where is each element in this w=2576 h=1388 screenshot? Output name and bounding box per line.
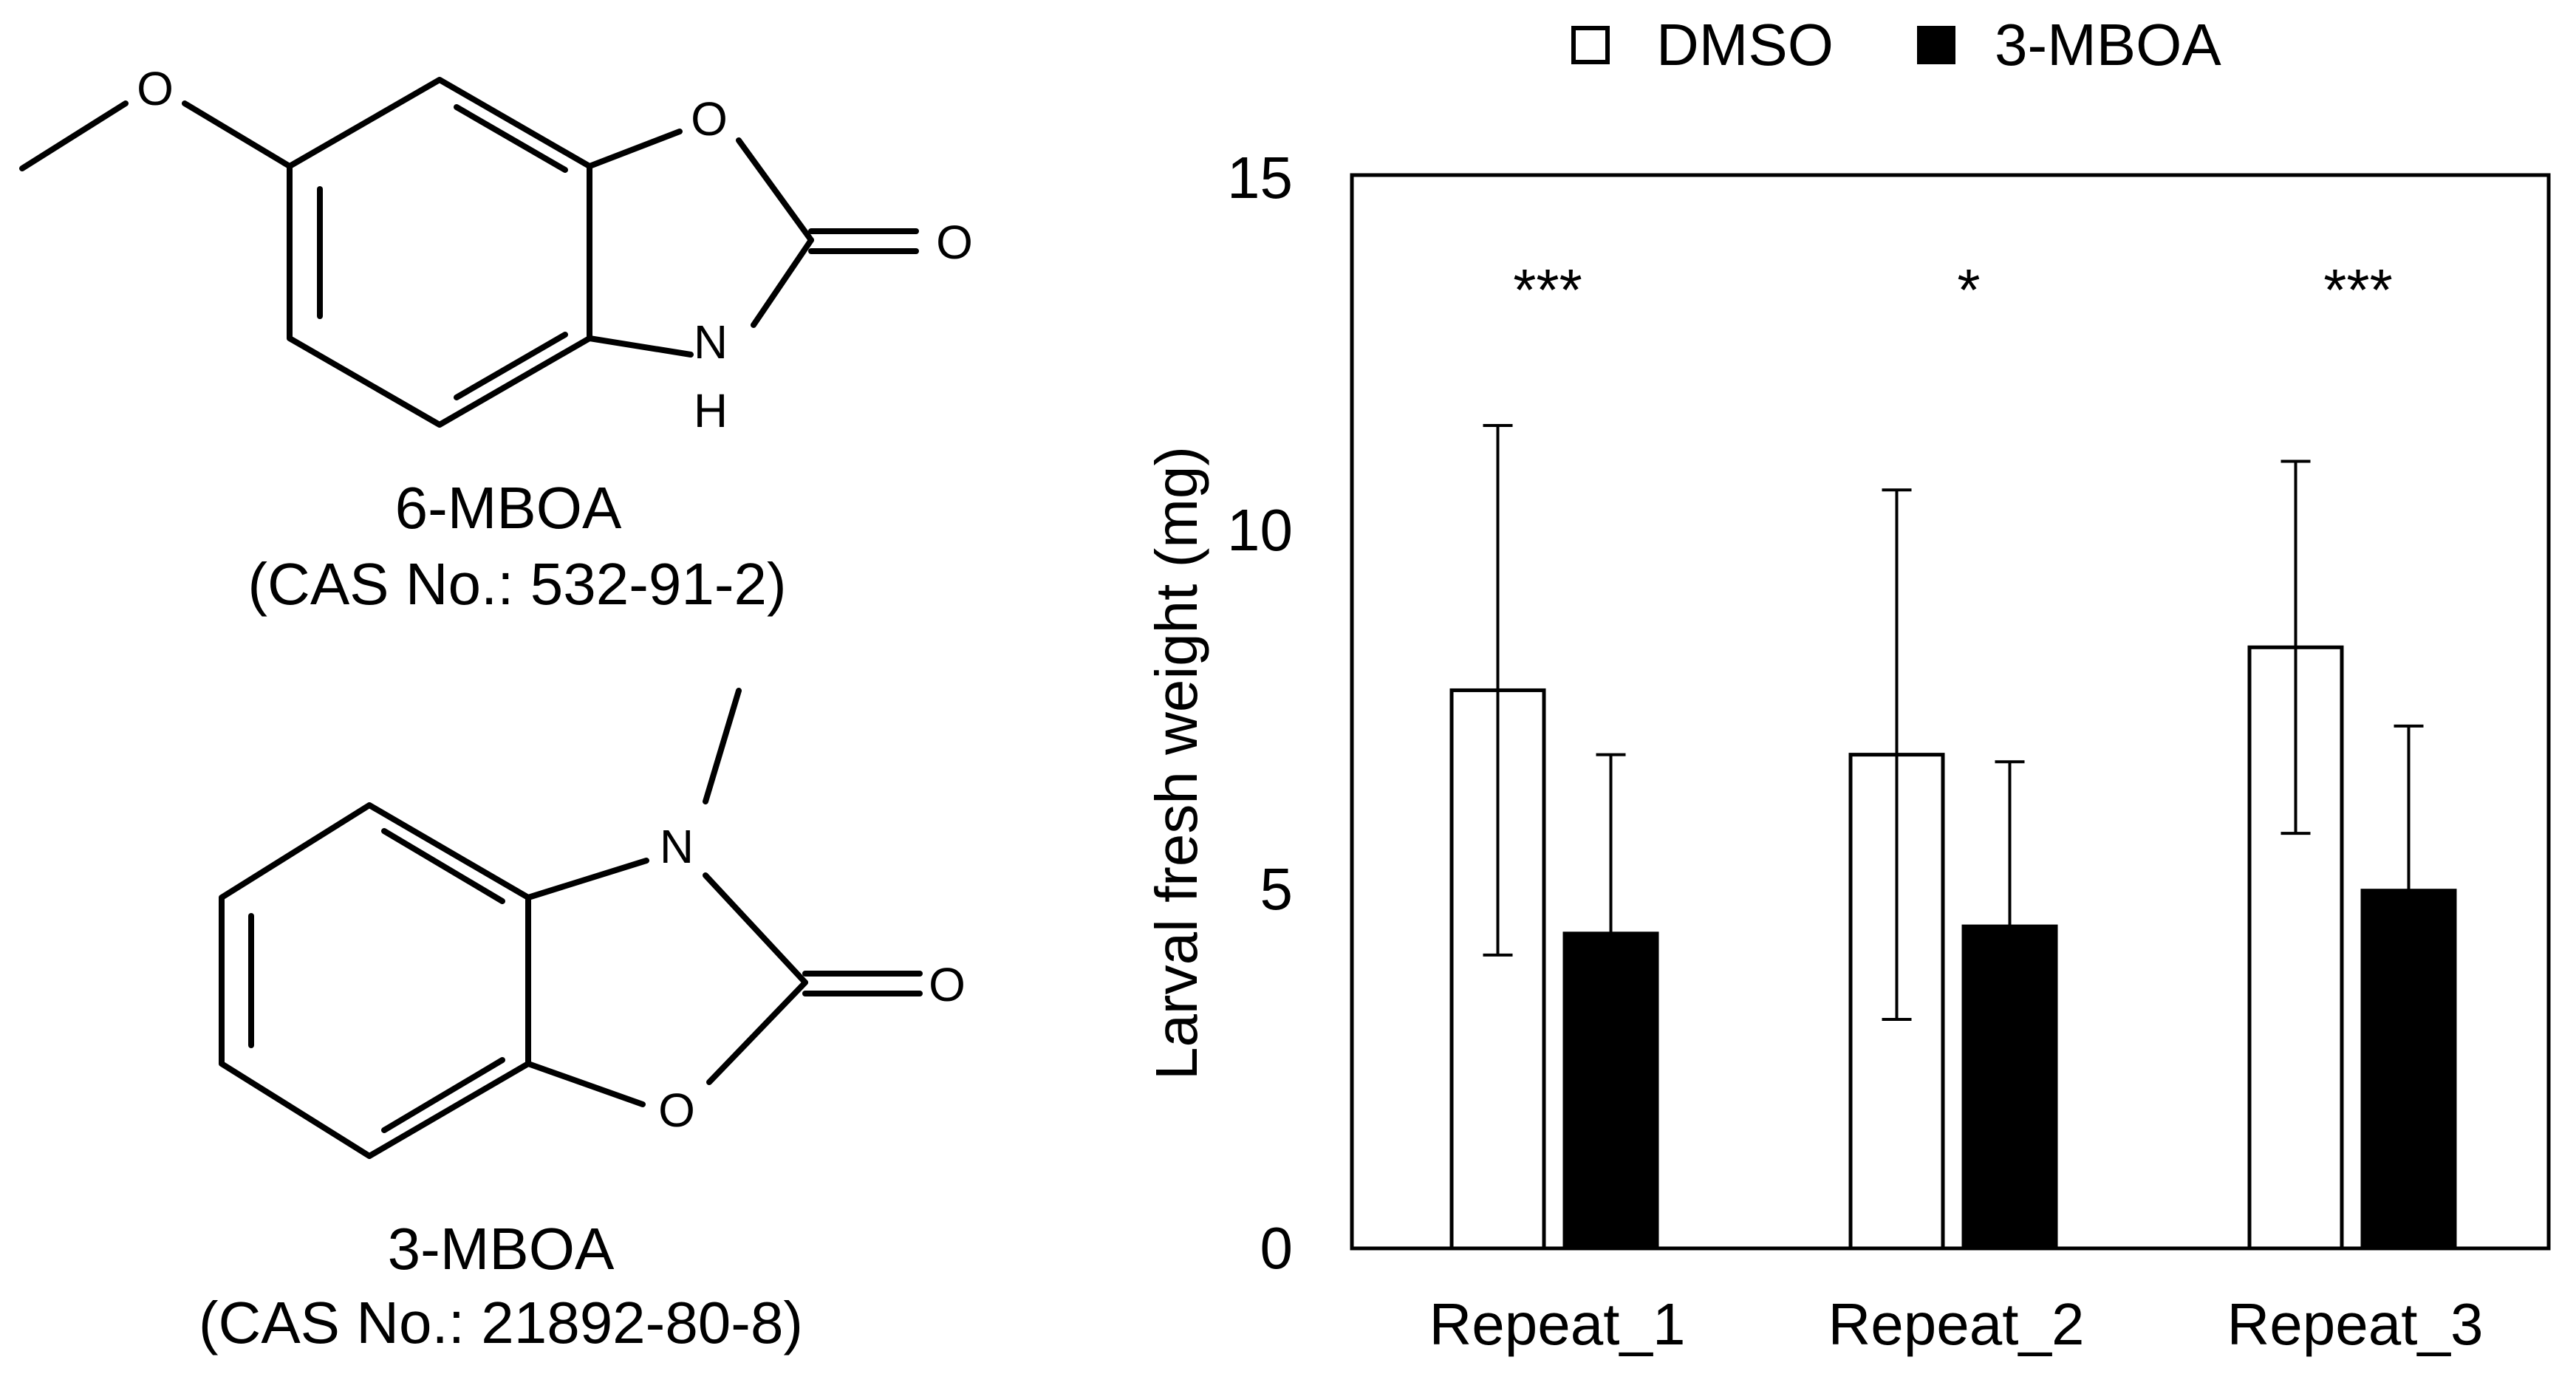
significance-repeat-3: *** bbox=[2323, 257, 2392, 323]
structure-3-mboa: N O O bbox=[219, 688, 966, 1159]
legend-label-3-mboa: 3-MBOA bbox=[1995, 12, 2221, 78]
compound-name-6-mboa: 6-MBOA bbox=[395, 475, 622, 541]
compound-cas-6-mboa: (CAS No.: 532-91-2) bbox=[247, 551, 786, 617]
error-bar-dmso-repeat-1 bbox=[1483, 424, 1513, 957]
compound-cas-3-mboa: (CAS No.: 21892-80-8) bbox=[199, 1290, 803, 1355]
atom-o-ring: O bbox=[658, 1084, 695, 1137]
x-tick-label-repeat-2: Repeat_2 bbox=[1828, 1291, 2085, 1357]
y-tick-label-5: 5 bbox=[1260, 856, 1294, 922]
y-tick-label-15: 15 bbox=[1227, 145, 1293, 211]
error-bar-dmso-repeat-3 bbox=[2281, 459, 2311, 835]
plot-frame bbox=[1350, 173, 2551, 1251]
atom-n: N bbox=[660, 820, 694, 873]
atom-o-ring: O bbox=[691, 92, 728, 146]
atom-o-carbonyl: O bbox=[936, 216, 973, 269]
significance-repeat-2: * bbox=[1957, 257, 1980, 323]
compound-name-3-mboa: 3-MBOA bbox=[388, 1216, 615, 1282]
legend-swatch-dmso bbox=[1571, 26, 1610, 64]
error-bar-3-mboa-repeat-3 bbox=[2394, 724, 2424, 1057]
structure-6-mboa: O O O N H bbox=[19, 62, 973, 437]
atom-n: N bbox=[694, 315, 728, 369]
legend-label-dmso: DMSO bbox=[1656, 12, 1834, 78]
y-tick-label-0: 0 bbox=[1260, 1215, 1294, 1281]
bar-chart: DMSO 3-MBOA Larval fresh weight (mg) 0 5… bbox=[1144, 12, 2551, 1357]
x-tick-label-repeat-3: Repeat_3 bbox=[2227, 1291, 2484, 1357]
error-bar-3-mboa-repeat-2 bbox=[1995, 760, 2025, 1093]
error-bar-3-mboa-repeat-1 bbox=[1596, 753, 1626, 1114]
x-tick-label-repeat-1: Repeat_1 bbox=[1429, 1291, 1686, 1357]
legend: DMSO 3-MBOA bbox=[1571, 12, 2221, 78]
error-bar-dmso-repeat-2 bbox=[1882, 488, 1912, 1022]
legend-swatch-3-mboa bbox=[1917, 26, 1955, 64]
atom-o-methoxy: O bbox=[137, 62, 174, 115]
atom-o-carbonyl: O bbox=[929, 958, 966, 1011]
y-axis-label: Larval fresh weight (mg) bbox=[1144, 446, 1209, 1080]
y-tick-label-10: 10 bbox=[1227, 497, 1293, 563]
bars bbox=[1449, 424, 2457, 1251]
atom-h: H bbox=[694, 384, 728, 437]
significance-repeat-1: *** bbox=[1513, 257, 1582, 323]
